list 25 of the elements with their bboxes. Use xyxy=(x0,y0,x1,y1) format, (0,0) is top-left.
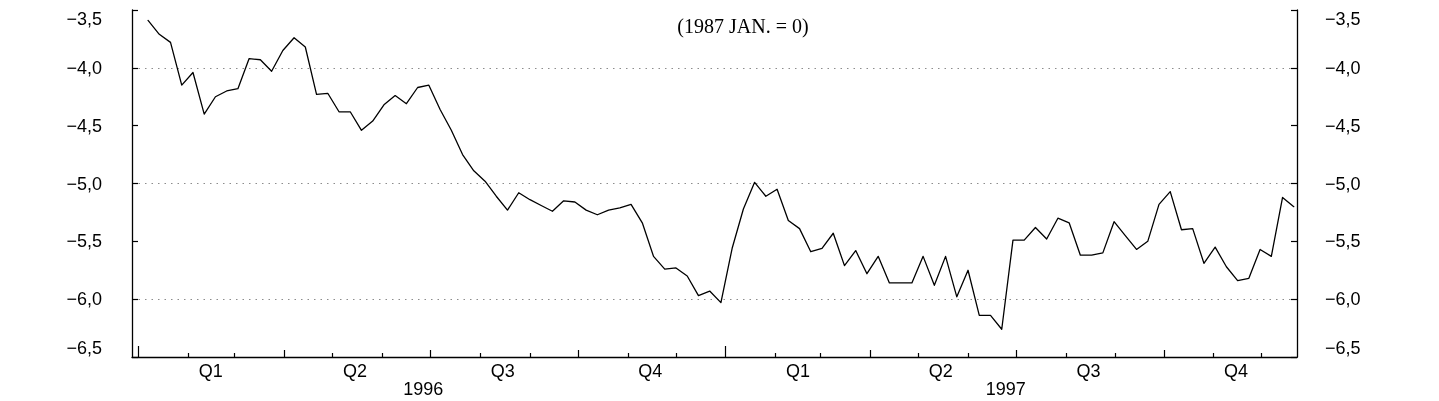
y2-tick-label: −4,0 xyxy=(1325,57,1361,78)
x-tick-label: Q4 xyxy=(1224,361,1249,381)
y-tick-label: −6,0 xyxy=(66,289,102,310)
x-tick-label: Q1 xyxy=(198,361,223,381)
y-tick-label: −4,0 xyxy=(66,57,102,78)
y2-tick-label: −4,5 xyxy=(1325,115,1361,136)
text: 1996 xyxy=(403,379,444,399)
y-tick-label: −3,5 xyxy=(66,9,102,29)
text: 1997 xyxy=(985,379,1026,399)
y2-tick-label: −6,0 xyxy=(1325,289,1361,310)
x-tick-label: Q3 xyxy=(1076,361,1101,381)
y2-tick-label: −5,5 xyxy=(1325,231,1361,252)
y-tick-label: −4,5 xyxy=(66,115,102,136)
y-tick-label: −5,0 xyxy=(66,173,102,194)
y-tick-label: −6,5 xyxy=(66,338,102,358)
x-tick-label: Q1 xyxy=(785,361,810,381)
chart-title: (1987 JAN. = 0) xyxy=(677,15,809,38)
x-tick-label: Q2 xyxy=(928,361,953,381)
y-tick-label: −5,5 xyxy=(66,231,102,252)
x-tick-label: Q3 xyxy=(490,361,515,381)
y2-tick-label: −6,5 xyxy=(1325,338,1361,358)
x-tick-label: Q4 xyxy=(638,361,663,381)
y2-tick-label: −5,0 xyxy=(1325,173,1361,194)
y2-tick-label: −3,5 xyxy=(1325,9,1361,29)
x-tick-label: Q2 xyxy=(343,361,368,381)
